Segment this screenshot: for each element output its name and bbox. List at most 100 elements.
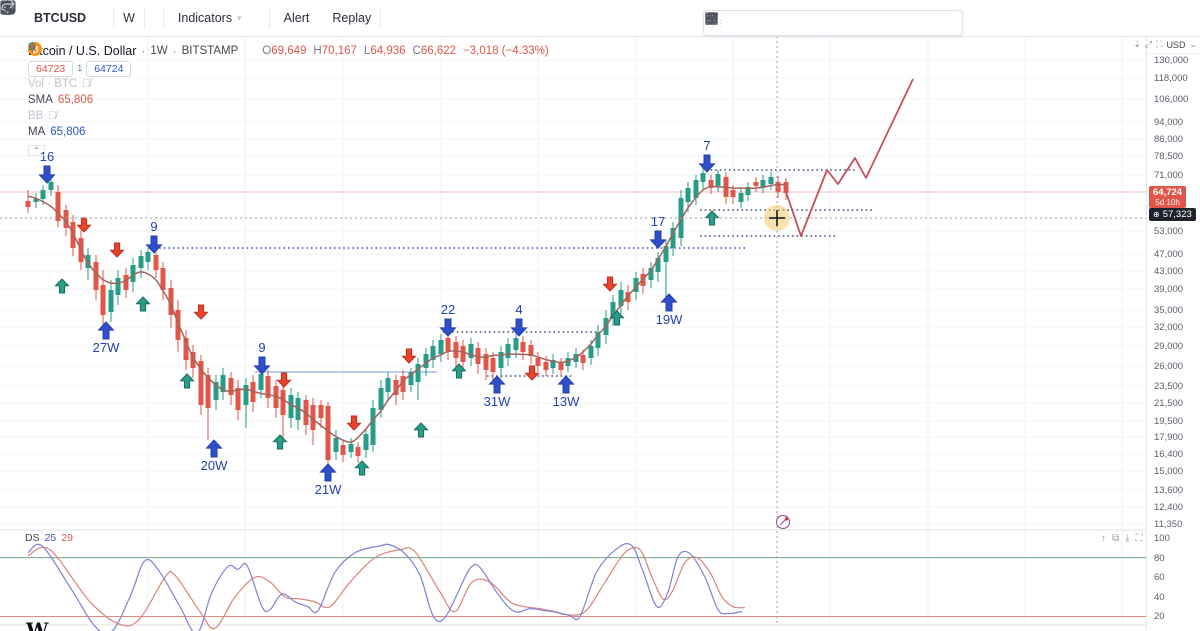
symbol-title[interactable]: Bitcoin / U.S. Dollar	[28, 43, 137, 58]
candle	[715, 170, 721, 192]
arrow-up-tool-icon[interactable]	[706, 12, 738, 33]
short-position-tool-icon[interactable]	[705, 13, 938, 33]
price-tick: 26,000	[1154, 361, 1184, 372]
blue-up-arrow-annotation: 20W	[201, 439, 228, 473]
red-down-arrow	[602, 276, 618, 292]
crosshair-price-label: ⊕ 57,323	[1149, 208, 1196, 221]
oscillator-blue-value: 25	[44, 532, 57, 544]
chart-canvas[interactable]: 16 9 9 22 4 17 7 27W 20W 21W 31W 13W 19W	[0, 0, 1146, 631]
blue-down-arrow-annotation: 16	[38, 149, 56, 184]
price-tick: 71,000	[1154, 170, 1184, 181]
moving-average-line[interactable]	[27, 183, 787, 444]
candle	[190, 345, 196, 378]
candle	[220, 368, 226, 400]
alert-button[interactable]: Alert	[1, 1, 319, 30]
long-position-tool-icon[interactable]	[705, 13, 918, 33]
copy-pane-icon[interactable]: ⧉	[1112, 533, 1120, 544]
price-tick: 11,350	[1154, 519, 1183, 530]
annotation-label: 7	[703, 138, 710, 153]
indicator-vol-label[interactable]: Vol · BTC	[28, 78, 78, 90]
auto-scale-icon[interactable]: ⇣	[1133, 39, 1141, 49]
interval-label[interactable]: 1W	[150, 44, 168, 57]
zigzag-tool-icon[interactable]	[705, 13, 818, 33]
candle	[753, 177, 759, 192]
sell-button[interactable]: 64723	[28, 61, 74, 77]
tradingview-logo-fragment[interactable]: W	[26, 618, 49, 631]
eye-off-icon[interactable]: 👁̸	[82, 78, 91, 90]
price-tick: 12,400	[1154, 502, 1184, 513]
price-tick: 35,000	[1154, 305, 1184, 316]
bar-countdown: 5d 10h	[1155, 198, 1180, 207]
annotation-label: 21W	[315, 482, 342, 497]
compare-button[interactable]	[0, 0, 113, 30]
grid-box-tool-icon[interactable]	[705, 12, 858, 33]
anchor-tool-icon[interactable]	[707, 13, 878, 33]
candle	[183, 330, 189, 370]
maximize-pane-icon[interactable]: ⛶	[1135, 533, 1143, 544]
price-tick: 53,000	[1154, 226, 1184, 237]
candle	[235, 380, 241, 420]
replay-button[interactable]: Replay	[1, 0, 380, 30]
candle	[700, 168, 706, 190]
candle	[535, 352, 541, 372]
collapse-legend-button[interactable]: ⌃	[28, 144, 45, 156]
price-tick: 15,000	[1154, 466, 1184, 477]
chart-style-button[interactable]	[1, 0, 163, 30]
fit-scale-icon[interactable]: ⤢	[1144, 39, 1153, 49]
oscillator-legend[interactable]: DS 25 29	[25, 532, 73, 544]
price-tick: 86,000	[1154, 134, 1184, 145]
candle	[348, 438, 354, 458]
trend-line-tool-icon[interactable]	[706, 13, 958, 33]
elbow-arrow-tool-icon[interactable]	[705, 13, 798, 33]
parallel-lines-tool-icon[interactable]	[705, 13, 778, 33]
price-axis[interactable]: ⇣ ⤢ ⛶ USD ⌄ 130,000 118,000 106,000 94,000 8…	[1133, 36, 1200, 631]
candle	[423, 348, 429, 376]
indicators-button[interactable]: Indicators ▾	[0, 0, 251, 30]
candle	[153, 250, 159, 278]
oscillator-tick: 40	[1154, 592, 1165, 603]
timeframe-button[interactable]: W	[114, 6, 144, 30]
oscillator-tick: 60	[1154, 572, 1165, 583]
indicator-ma-label[interactable]: MA	[28, 126, 46, 138]
projection-line[interactable]	[785, 78, 914, 237]
candle	[430, 340, 436, 368]
candle	[663, 240, 669, 300]
candle	[708, 175, 714, 194]
collapse-pane-icon[interactable]: ⤓	[1125, 533, 1130, 544]
teal-up-arrow	[451, 363, 467, 379]
volume-profile-tool-icon[interactable]	[706, 12, 898, 33]
price-tick: 21,500	[1154, 398, 1184, 409]
candle	[475, 342, 481, 374]
pane-controls: ↑ ⧉ ⤓ ⛶	[1101, 533, 1143, 544]
chevron-down-icon[interactable]: ⌄	[1189, 39, 1197, 49]
candle	[25, 190, 31, 213]
eye-off-icon[interactable]: 👁̸	[48, 110, 57, 122]
lock-scale-icon[interactable]: ⛶	[1156, 39, 1163, 49]
replay-label: Replay	[332, 11, 372, 25]
candle	[280, 385, 286, 440]
candle	[783, 178, 789, 200]
candle	[550, 354, 556, 374]
candle	[648, 262, 654, 288]
indicator-sma-label[interactable]: SMA	[28, 94, 53, 106]
drawing-anchor-badge[interactable]	[775, 514, 791, 530]
move-pane-up-icon[interactable]: ↑	[1101, 533, 1106, 544]
teal-up-arrow	[272, 434, 288, 450]
annotation-label: 13W	[553, 394, 580, 409]
redo-button[interactable]	[1, 0, 417, 30]
symbol-search-button[interactable]: BTCUSD	[0, 0, 95, 30]
candle	[33, 193, 39, 208]
price-tick: 130,000	[1154, 55, 1189, 66]
buy-button[interactable]: 64724	[86, 61, 132, 77]
candle	[355, 442, 361, 463]
arrow-down-tool-icon[interactable]	[706, 12, 758, 33]
candle	[610, 295, 616, 326]
indicator-bb-label[interactable]: BB	[28, 110, 44, 122]
undo-button[interactable]	[0, 0, 399, 30]
horizontal-ray-tool-icon[interactable]	[706, 13, 838, 33]
candle	[483, 348, 489, 380]
candle	[63, 205, 69, 236]
templates-button[interactable]	[0, 0, 269, 30]
oscillator-blue-line	[27, 543, 743, 631]
currency-label[interactable]: USD	[1166, 39, 1186, 50]
